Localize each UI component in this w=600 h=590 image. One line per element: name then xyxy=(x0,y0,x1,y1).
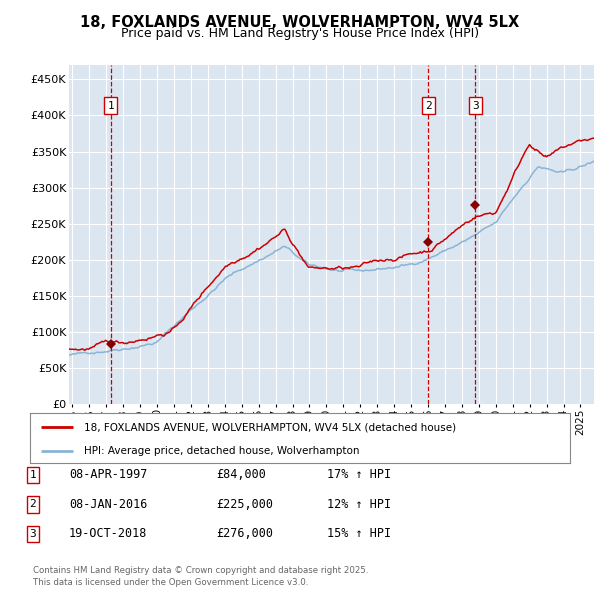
Text: 3: 3 xyxy=(29,529,37,539)
Text: 08-JAN-2016: 08-JAN-2016 xyxy=(69,498,148,511)
Text: 1: 1 xyxy=(29,470,37,480)
Text: 19-OCT-2018: 19-OCT-2018 xyxy=(69,527,148,540)
Text: £225,000: £225,000 xyxy=(216,498,273,511)
Text: 2: 2 xyxy=(29,500,37,509)
Text: Price paid vs. HM Land Registry's House Price Index (HPI): Price paid vs. HM Land Registry's House … xyxy=(121,27,479,40)
Text: 12% ↑ HPI: 12% ↑ HPI xyxy=(327,498,391,511)
Text: 18, FOXLANDS AVENUE, WOLVERHAMPTON, WV4 5LX: 18, FOXLANDS AVENUE, WOLVERHAMPTON, WV4 … xyxy=(80,15,520,30)
Text: 2: 2 xyxy=(425,101,432,110)
Text: £84,000: £84,000 xyxy=(216,468,266,481)
Text: 17% ↑ HPI: 17% ↑ HPI xyxy=(327,468,391,481)
Text: 18, FOXLANDS AVENUE, WOLVERHAMPTON, WV4 5LX (detached house): 18, FOXLANDS AVENUE, WOLVERHAMPTON, WV4 … xyxy=(84,422,456,432)
Text: Contains HM Land Registry data © Crown copyright and database right 2025.
This d: Contains HM Land Registry data © Crown c… xyxy=(33,566,368,587)
Text: 3: 3 xyxy=(472,101,479,110)
Text: 15% ↑ HPI: 15% ↑ HPI xyxy=(327,527,391,540)
Text: 08-APR-1997: 08-APR-1997 xyxy=(69,468,148,481)
Text: £276,000: £276,000 xyxy=(216,527,273,540)
Text: HPI: Average price, detached house, Wolverhampton: HPI: Average price, detached house, Wolv… xyxy=(84,445,359,455)
Text: 1: 1 xyxy=(107,101,114,110)
